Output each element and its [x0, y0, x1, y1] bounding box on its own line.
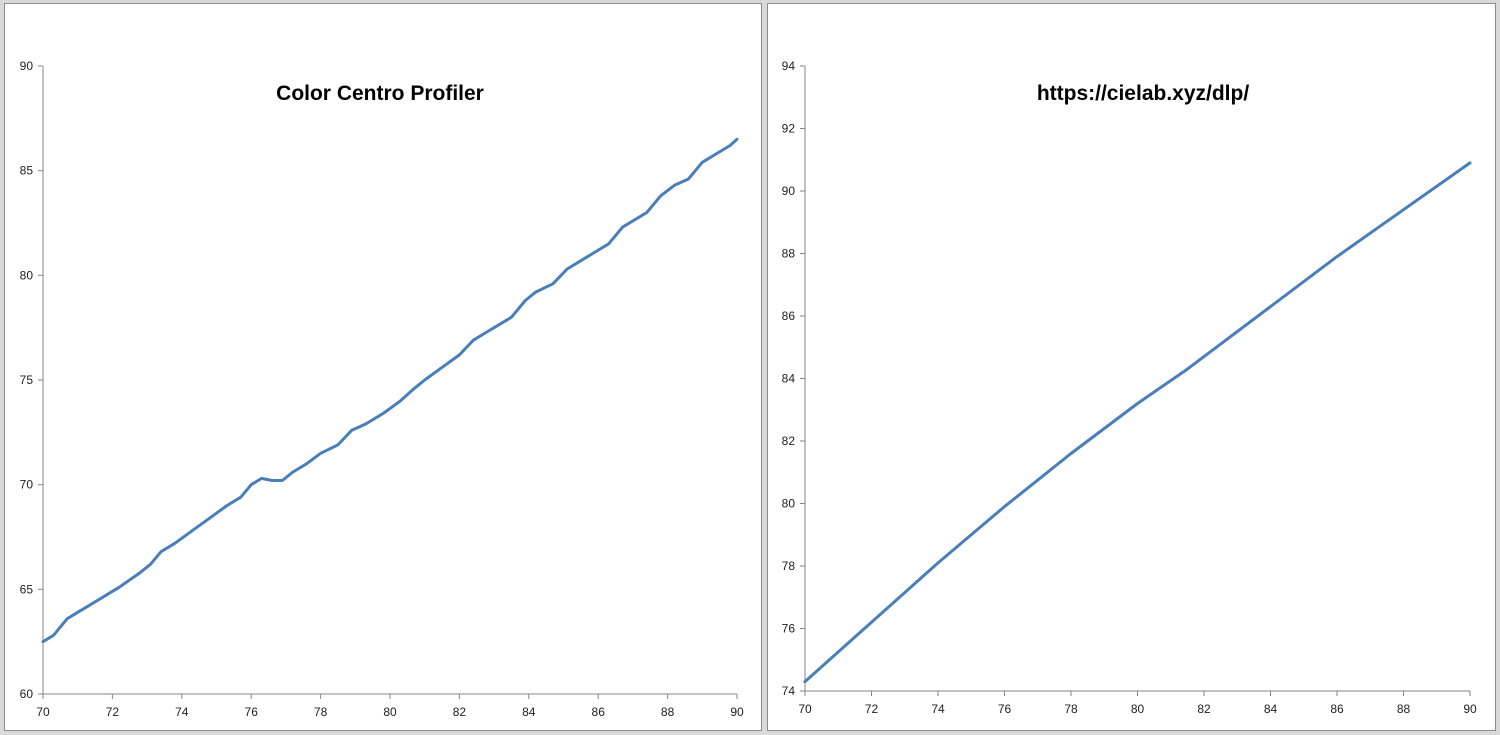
y-tick-label: 65: [20, 582, 34, 596]
y-tick-label: 78: [782, 559, 796, 573]
y-tick-label: 85: [20, 164, 34, 178]
y-tick-label: 86: [782, 309, 796, 323]
x-tick-label: 74: [931, 702, 945, 716]
y-tick-label: 74: [782, 684, 796, 698]
x-tick-label: 86: [592, 705, 606, 719]
x-tick-label: 80: [1131, 702, 1145, 716]
y-tick-label: 84: [782, 372, 796, 386]
x-tick-label: 72: [106, 705, 120, 719]
x-tick-label: 88: [661, 705, 675, 719]
x-tick-label: 80: [383, 705, 397, 719]
y-tick-label: 90: [20, 59, 34, 73]
x-tick-label: 70: [36, 705, 50, 719]
series-line: [803, 161, 1472, 684]
x-tick-label: 84: [522, 705, 536, 719]
x-tick-label: 76: [998, 702, 1012, 716]
chart-panel-right: 74 76 78 80 82 84 86 88 90 92 94 70 72 74 76 78 80 82 84 86…: [767, 3, 1496, 731]
x-tick-label: 90: [730, 705, 744, 719]
x-tick-label: 76: [245, 705, 259, 719]
series-line: [41, 137, 739, 644]
x-tick-label: 78: [1064, 702, 1078, 716]
x-tick-label: 88: [1397, 702, 1411, 716]
x-tick-label: 90: [1463, 702, 1477, 716]
x-tick-label: 86: [1330, 702, 1344, 716]
y-tick-label: 94: [782, 59, 796, 73]
x-tick-label: 84: [1264, 702, 1278, 716]
x-tick-label: 78: [314, 705, 328, 719]
y-tick-label: 90: [782, 184, 796, 198]
y-tick-label: 76: [782, 622, 796, 636]
x-tick-label: 82: [1197, 702, 1211, 716]
x-tick-label: 82: [453, 705, 467, 719]
y-tick-label: 60: [20, 687, 34, 701]
y-tick-label: 70: [20, 478, 34, 492]
chart-title: Color Centro Profiler: [276, 82, 484, 105]
chart-title: https://cielab.xyz/dlp/: [1037, 82, 1250, 105]
y-tick-label: 92: [782, 122, 796, 136]
y-tick-label: 88: [782, 247, 796, 261]
line-chart-left: 60 65 70 75 80 85 90 70 72 74 76 78 80 82 84 86 88 90 Colo…: [20, 59, 744, 719]
y-tick-label: 80: [20, 268, 34, 282]
y-tick-label: 75: [20, 373, 34, 387]
chart-panel-left: 60 65 70 75 80 85 90 70 72 74 76 78 80 82 84 86 88 90 Colo…: [4, 3, 762, 731]
x-tick-label: 72: [865, 702, 879, 716]
line-chart-right: 74 76 78 80 82 84 86 88 90 92 94 70 72 74 76 78 80 82 84 86…: [782, 59, 1477, 716]
x-tick-label: 74: [175, 705, 189, 719]
y-tick-label: 82: [782, 434, 796, 448]
y-tick-label: 80: [782, 497, 796, 511]
x-tick-label: 70: [798, 702, 812, 716]
